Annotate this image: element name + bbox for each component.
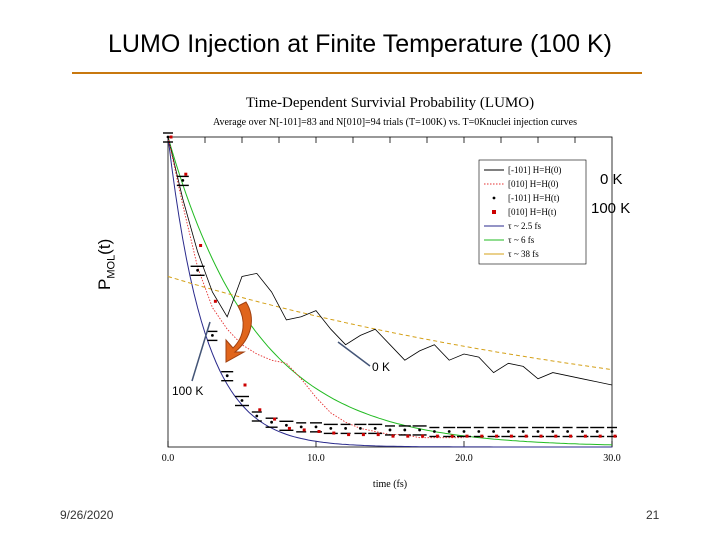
annotation-0k-curve: 0 K — [372, 360, 391, 374]
point-minus101-ht — [373, 427, 377, 430]
legend-entry: [-101] H=H(t) — [508, 193, 559, 203]
point-010-ht — [273, 417, 277, 421]
point-minus101-ht — [566, 430, 569, 433]
point-minus101-ht — [359, 427, 362, 430]
point-010-ht — [184, 172, 188, 176]
point-010-ht — [450, 434, 454, 438]
point-010-ht — [287, 426, 291, 430]
point-minus101-ht — [507, 430, 510, 433]
point-010-ht — [391, 434, 395, 438]
x-tick-label: 30.0 — [603, 453, 621, 464]
point-010-ht — [598, 434, 602, 438]
x-axis: 0.0 10.0 20.0 30.0 — [162, 441, 621, 464]
point-010-ht — [213, 299, 217, 303]
legend-entry: [-101] H=H(0) — [508, 165, 561, 175]
point-minus101-ht — [581, 430, 584, 433]
point-minus101-ht — [240, 399, 244, 402]
legend-swatch — [492, 196, 496, 200]
point-010-ht — [509, 434, 513, 438]
point-minus101-ht — [270, 420, 273, 424]
point-minus101-ht — [418, 428, 421, 432]
point-minus101-ht — [492, 430, 495, 433]
point-minus101-ht — [225, 374, 229, 378]
point-010-ht — [169, 135, 173, 139]
point-minus101-ht — [285, 423, 288, 427]
point-010-ht — [435, 434, 439, 438]
top-ticks — [204, 137, 576, 143]
point-minus101-ht — [462, 430, 466, 433]
title-rule — [72, 72, 642, 74]
point-010-ht — [199, 244, 203, 247]
point-minus101-ht — [166, 135, 170, 139]
point-010-ht — [554, 434, 558, 438]
point-minus101-ht — [196, 268, 200, 272]
slide-title: LUMO Injection at Finite Temperature (10… — [108, 30, 612, 58]
point-minus101-ht — [551, 430, 555, 433]
point-010-ht — [539, 434, 543, 438]
point-minus101-ht — [595, 430, 599, 433]
point-010-ht — [495, 434, 499, 438]
point-010-ht — [465, 434, 469, 438]
x-tick-label: 0.0 — [162, 453, 175, 464]
series-line-010-h0 — [167, 136, 464, 439]
legend: [-101] H=H(0) [010] H=H(0) [-101] H=H(t) [0… — [478, 159, 587, 265]
point-minus101-ht — [329, 427, 333, 430]
curve-arrow — [225, 301, 252, 363]
point-010-ht — [421, 434, 425, 438]
arrow-to-100k-curve — [191, 321, 211, 382]
point-minus101-ht — [299, 425, 303, 429]
chart-title: Time-Dependent Survivial Probability (LU… — [246, 95, 534, 111]
point-minus101-ht — [521, 430, 525, 433]
fit-line-tau-38 — [167, 276, 613, 371]
point-010-ht — [569, 434, 573, 438]
annotation-100k-curve: 100 K — [172, 384, 204, 398]
point-010-ht — [347, 433, 351, 437]
point-010-ht — [613, 434, 617, 438]
point-minus101-ht — [433, 430, 436, 433]
series-layer — [163, 132, 617, 448]
point-010-ht — [524, 434, 528, 438]
y-axis-label: PMOL(t) — [95, 238, 118, 290]
point-010-ht — [317, 430, 321, 433]
point-minus101-ht — [255, 414, 259, 418]
annotation-0k-legend: 0 K — [600, 171, 623, 188]
legend-entry: [010] H=H(0) — [508, 179, 558, 189]
point-010-ht — [376, 433, 380, 437]
point-010-ht — [480, 434, 484, 438]
point-minus101-ht — [388, 428, 392, 432]
footer-date: 9/26/2020 — [60, 508, 114, 522]
legend-entry: [010] H=H(t) — [508, 207, 556, 217]
point-010-ht — [258, 408, 262, 412]
point-minus101-ht — [536, 430, 540, 433]
point-minus101-ht — [610, 430, 614, 433]
legend-entry: τ ~ 6 fs — [508, 235, 535, 245]
x-tick-label: 10.0 — [307, 453, 325, 464]
legend-swatch — [492, 210, 496, 214]
point-minus101-ht — [211, 334, 214, 337]
point-minus101-ht — [314, 425, 318, 429]
point-010-ht — [361, 433, 365, 437]
legend-box — [478, 159, 587, 265]
point-010-ht — [406, 434, 410, 438]
legend-entry: τ ~ 2.5 fs — [508, 221, 541, 231]
point-minus101-ht — [344, 427, 347, 430]
footer-page-number: 21 — [646, 508, 660, 522]
arrow-to-0k-curve — [337, 341, 371, 367]
point-010-ht — [583, 434, 587, 438]
legend-entry: τ ~ 38 fs — [508, 249, 539, 259]
series-line-minus101-h0 — [167, 136, 613, 386]
point-010-ht — [302, 428, 306, 432]
chart-background — [147, 86, 620, 531]
point-minus101-ht — [477, 430, 481, 433]
point-minus101-ht — [181, 179, 185, 182]
point-minus101-ht — [447, 430, 451, 433]
annotation-100k-legend: 100 K — [591, 200, 631, 217]
chart-subtitle: Average over N[-101]=83 and N[010]=94 tr… — [213, 117, 577, 128]
point-minus101-ht — [403, 428, 407, 432]
point-010-ht — [332, 431, 336, 435]
x-tick-label: 20.0 — [455, 453, 473, 464]
x-axis-label: time (fs) — [373, 479, 407, 490]
point-010-ht — [243, 383, 247, 387]
